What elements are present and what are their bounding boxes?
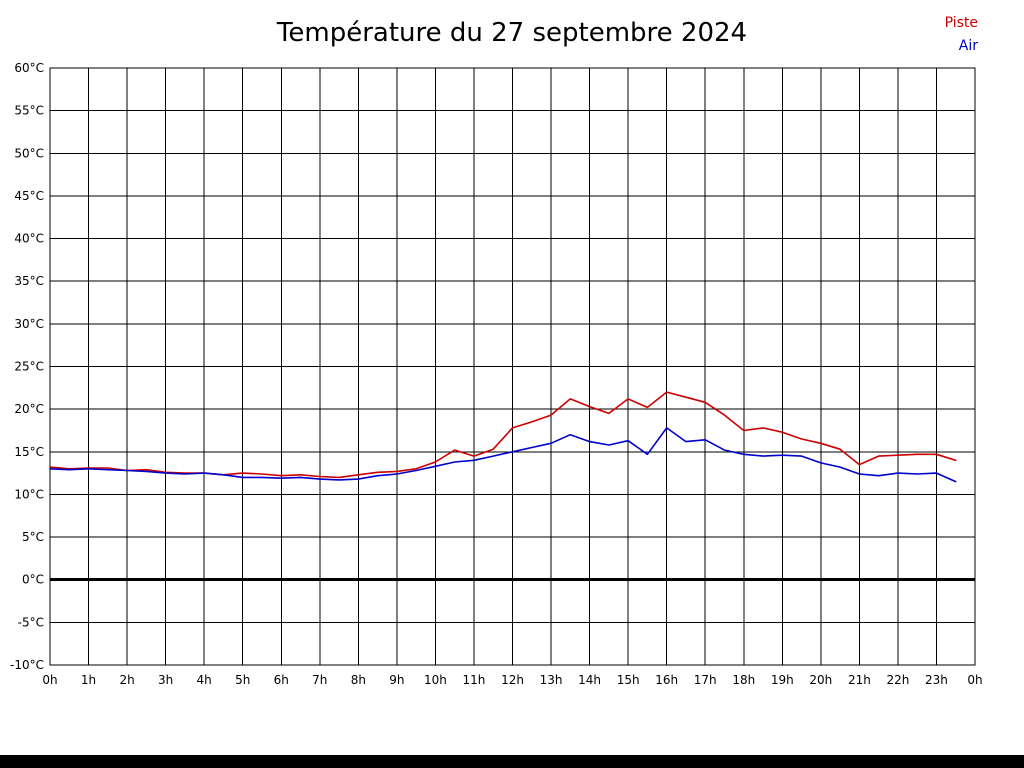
x-tick-label: 18h bbox=[732, 673, 755, 687]
x-tick-label: 20h bbox=[809, 673, 832, 687]
x-tick-label: 19h bbox=[771, 673, 794, 687]
x-tick-label: 17h bbox=[694, 673, 717, 687]
x-tick-label: 12h bbox=[501, 673, 524, 687]
x-tick-label: 11h bbox=[463, 673, 486, 687]
x-tick-label: 14h bbox=[578, 673, 601, 687]
y-tick-label: 0°C bbox=[22, 573, 44, 587]
y-tick-label: 60°C bbox=[14, 61, 44, 75]
legend-item-piste: Piste bbox=[944, 15, 978, 31]
x-tick-label: 4h bbox=[197, 673, 212, 687]
plot-border bbox=[49, 67, 976, 666]
x-tick-label: 13h bbox=[540, 673, 563, 687]
x-tick-label: 22h bbox=[886, 673, 909, 687]
y-tick-label: 40°C bbox=[14, 232, 44, 246]
series-line-air bbox=[49, 427, 957, 483]
x-tick-label: 15h bbox=[617, 673, 640, 687]
y-tick-label: 35°C bbox=[14, 274, 44, 288]
y-tick-label: 50°C bbox=[14, 146, 44, 160]
chart-legend: Piste Air bbox=[945, 12, 978, 58]
bottom-black-bar bbox=[0, 755, 1024, 768]
x-tick-label: 10h bbox=[424, 673, 447, 687]
y-tick-label: 55°C bbox=[14, 104, 44, 118]
x-tick-label: 16h bbox=[655, 673, 678, 687]
x-tick-label: 5h bbox=[235, 673, 250, 687]
y-tick-label: 25°C bbox=[14, 360, 44, 374]
y-tick-label: 10°C bbox=[14, 487, 44, 501]
y-tick-label: 30°C bbox=[14, 317, 44, 331]
chart-title: Température du 27 septembre 2024 bbox=[276, 18, 748, 48]
y-tick-label: -10°C bbox=[10, 658, 44, 672]
x-tick-label: 23h bbox=[925, 673, 948, 687]
x-tick-label: 9h bbox=[389, 673, 404, 687]
x-tick-label: 0h bbox=[967, 673, 982, 687]
x-tick-label: 3h bbox=[158, 673, 173, 687]
x-tick-label: 2h bbox=[119, 673, 134, 687]
x-tick-label: 21h bbox=[848, 673, 871, 687]
x-tick-label: 0h bbox=[42, 673, 57, 687]
x-tick-label: 1h bbox=[81, 673, 96, 687]
x-tick-label: 8h bbox=[351, 673, 366, 687]
y-tick-label: 45°C bbox=[14, 189, 44, 203]
x-tick-label: 7h bbox=[312, 673, 327, 687]
y-tick-label: 5°C bbox=[22, 530, 44, 544]
y-tick-label: -5°C bbox=[18, 615, 44, 629]
x-tick-label: 6h bbox=[274, 673, 289, 687]
series-line-piste bbox=[49, 391, 957, 479]
y-tick-label: 20°C bbox=[14, 402, 44, 416]
legend-item-air: Air bbox=[958, 38, 978, 54]
y-tick-label: 15°C bbox=[14, 445, 44, 459]
